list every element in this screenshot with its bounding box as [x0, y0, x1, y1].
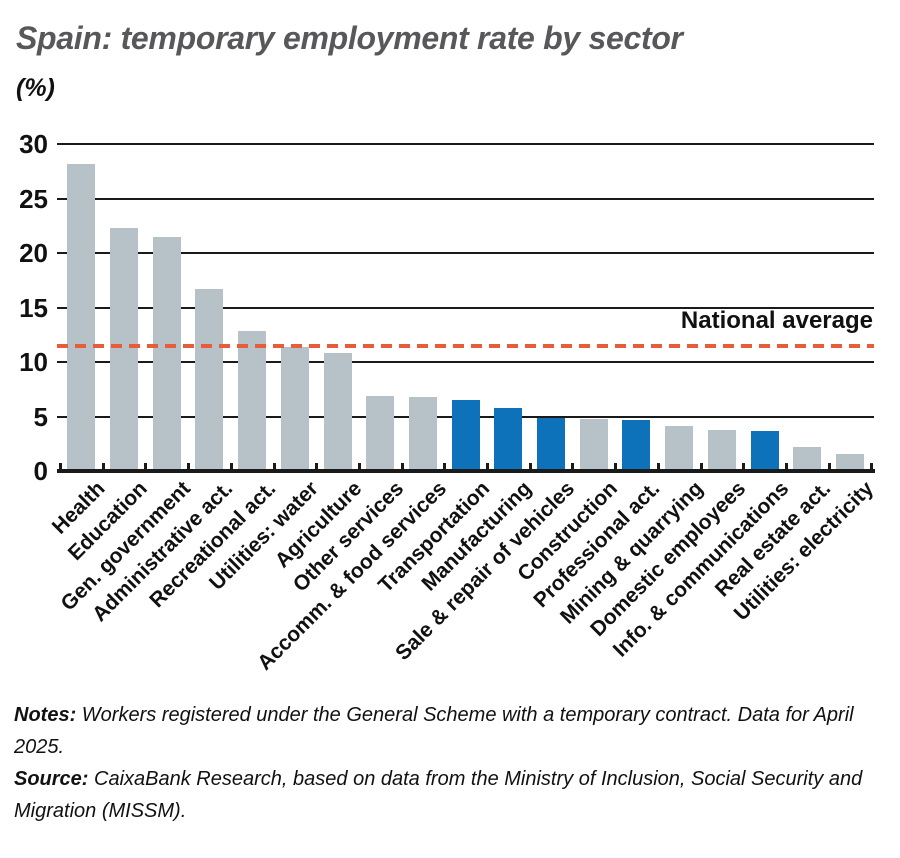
x-tick — [529, 463, 532, 471]
x-tick — [273, 463, 276, 471]
x-tick — [230, 463, 233, 471]
x-tick — [187, 463, 190, 471]
notes-line: Notes: Workers registered under the Gene… — [14, 699, 872, 763]
x-tick — [486, 463, 489, 471]
gridline-25 — [57, 198, 874, 200]
bar-sale-repair-of-vehicles — [537, 418, 565, 471]
bar-gen-government — [153, 237, 181, 471]
gridline-10 — [57, 361, 874, 363]
x-tick — [315, 463, 318, 471]
x-tick — [401, 463, 404, 471]
y-tick-label-15: 15 — [19, 293, 48, 323]
bar-utilities-electricity — [836, 454, 864, 471]
x-tick — [785, 463, 788, 471]
x-tick — [102, 463, 105, 471]
bar-education — [110, 228, 138, 471]
y-tick-label-25: 25 — [19, 184, 48, 214]
gridline-20 — [57, 252, 874, 254]
bar-utilities-water — [281, 347, 309, 471]
bar-domestic-employees — [708, 430, 736, 471]
source-text: CaixaBank Research, based on data from t… — [14, 768, 863, 822]
x-tick — [657, 463, 660, 471]
bar-mining-quarrying — [665, 426, 693, 471]
national-average-line — [57, 344, 874, 348]
x-tick — [59, 463, 62, 471]
bar-administrative-act — [195, 289, 223, 471]
chart-title: Spain: temporary employment rate by sect… — [16, 20, 683, 56]
gridline-15 — [57, 307, 874, 309]
bar-other-services — [366, 396, 394, 471]
footnotes: Notes: Workers registered under the Gene… — [14, 699, 872, 827]
bar-accomm-food-services — [409, 397, 437, 471]
y-axis-unit-label: (%) — [16, 74, 55, 102]
bar-manufacturing — [494, 408, 522, 471]
x-tick — [870, 463, 873, 471]
bar-real-estate-act — [793, 447, 821, 471]
bar-health — [67, 164, 95, 471]
y-tick-label-30: 30 — [19, 129, 48, 159]
y-tick-label-10: 10 — [19, 347, 48, 377]
x-tick — [358, 463, 361, 471]
national-average-label: National average — [680, 307, 873, 334]
gridline-30 — [57, 143, 874, 145]
x-tick — [443, 463, 446, 471]
x-tick — [571, 463, 574, 471]
bar-info-communications — [751, 431, 779, 471]
bar-construction — [580, 419, 608, 471]
y-tick-label-5: 5 — [33, 402, 48, 432]
notes-label: Notes: — [14, 704, 77, 726]
x-tick — [614, 463, 617, 471]
y-tick-label-20: 20 — [19, 238, 48, 268]
x-tick — [742, 463, 745, 471]
bar-agriculture — [324, 353, 352, 471]
y-tick-label-0: 0 — [33, 456, 48, 486]
source-line: Source: CaixaBank Research, based on dat… — [14, 763, 872, 827]
x-tick — [828, 463, 831, 471]
x-tick — [144, 463, 147, 471]
x-axis-line — [57, 469, 875, 473]
bar-professional-act — [622, 420, 650, 471]
x-tick — [700, 463, 703, 471]
bar-transportation — [452, 400, 480, 471]
notes-text: Workers registered under the General Sch… — [14, 704, 854, 758]
bar-recreational-act — [238, 331, 266, 471]
source-label: Source: — [14, 768, 89, 790]
